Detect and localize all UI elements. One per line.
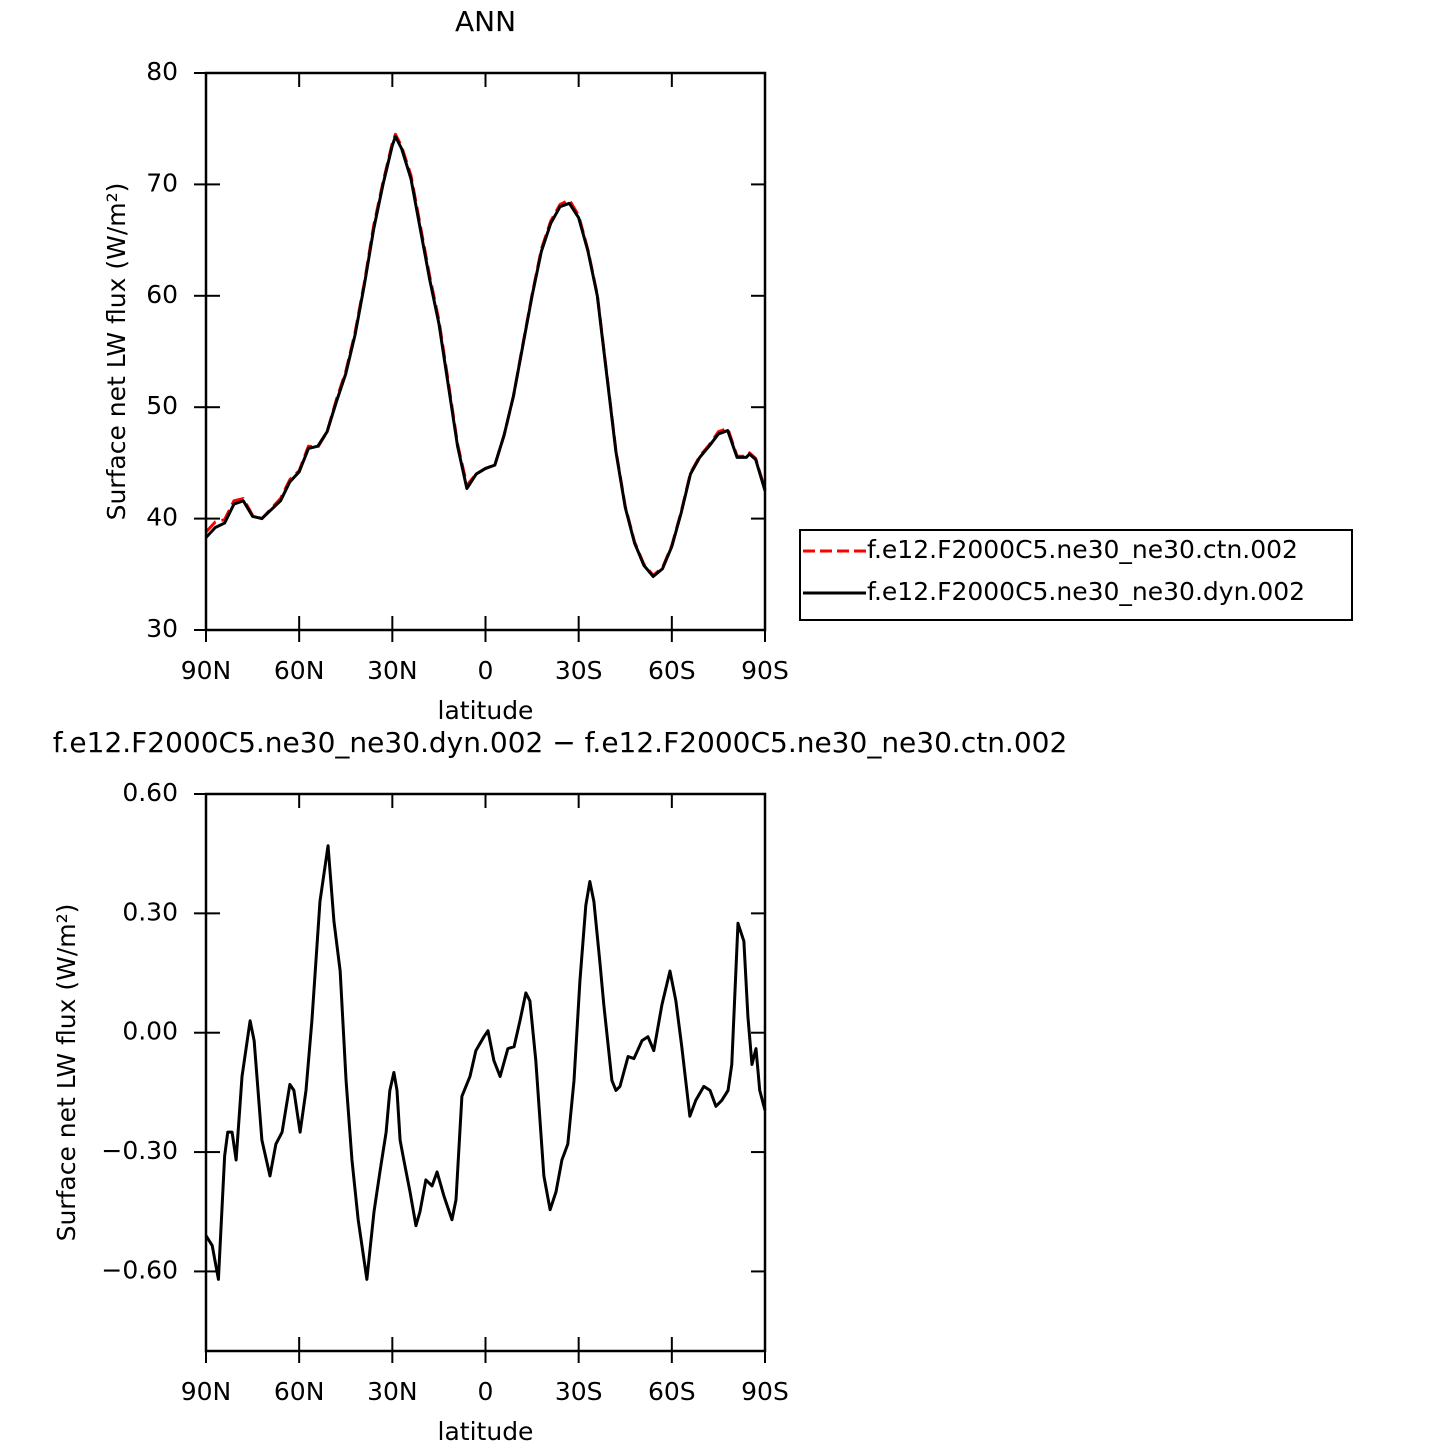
- y-tick-label: 0.00: [122, 1017, 178, 1046]
- x-tick-label: 0: [478, 1377, 494, 1406]
- x-tick-label: 30S: [555, 1377, 603, 1406]
- plot-frame: [204, 71, 767, 632]
- y-tick-label: 60: [146, 280, 178, 309]
- legend-label: f.e12.F2000C5.ne30_ne30.dyn.002: [867, 577, 1305, 606]
- legend-box: [799, 529, 1353, 621]
- y-tick-label: 0.60: [122, 778, 178, 807]
- chart-title: ANN: [455, 5, 516, 38]
- x-tick-label: 90N: [181, 1377, 232, 1406]
- x-tick-label: 0: [478, 656, 494, 685]
- x-tick-label: 30N: [367, 656, 418, 685]
- x-tick-label: 90S: [741, 656, 789, 685]
- legend-label: f.e12.F2000C5.ne30_ne30.ctn.002: [867, 535, 1298, 564]
- x-tick-label: 90N: [181, 656, 232, 685]
- x-tick-label: 60N: [274, 656, 325, 685]
- y-tick-label: 80: [146, 57, 178, 86]
- x-tick-label: 60S: [648, 656, 696, 685]
- y-tick-label: 70: [146, 168, 178, 197]
- y-tick-label: −0.60: [101, 1255, 178, 1284]
- y-tick-label: −0.30: [101, 1136, 178, 1165]
- y-tick-label: 40: [146, 503, 178, 532]
- x-tick-label: 30S: [555, 656, 603, 685]
- data-line: [204, 135, 767, 579]
- x-tick-label: 30N: [367, 1377, 418, 1406]
- y-tick-label: 30: [146, 614, 178, 643]
- x-axis-label: latitude: [438, 696, 534, 725]
- plot-frame: [204, 792, 767, 1353]
- x-tick-label: 60S: [648, 1377, 696, 1406]
- chart-title: f.e12.F2000C5.ne30_ne30.dyn.002 − f.e12.…: [53, 726, 1068, 759]
- x-tick-label: 60N: [274, 1377, 325, 1406]
- y-axis-label: Surface net LW flux (W/m²): [52, 904, 81, 1242]
- y-tick-label: 50: [146, 391, 178, 420]
- y-axis-label: Surface net LW flux (W/m²): [102, 183, 131, 521]
- y-tick-label: 0.30: [122, 897, 178, 926]
- data-line: [204, 844, 767, 1281]
- x-tick-label: 90S: [741, 1377, 789, 1406]
- x-axis-label: latitude: [438, 1417, 534, 1446]
